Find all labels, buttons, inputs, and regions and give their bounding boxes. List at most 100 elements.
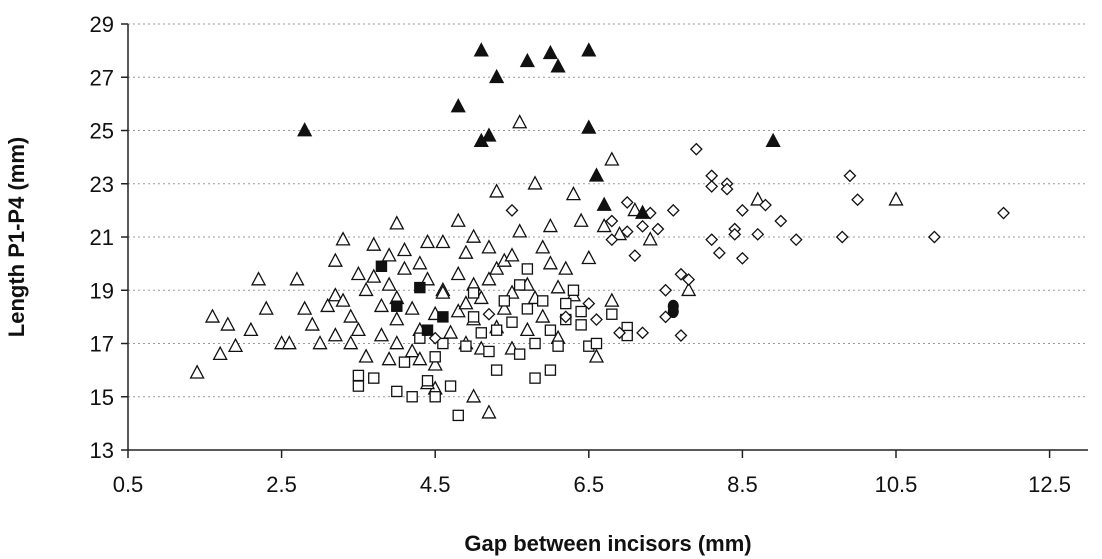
open-square-point (537, 295, 549, 307)
open-triangle-point (466, 388, 482, 403)
open-triangle-point (243, 321, 259, 337)
open-triangle-point (481, 239, 497, 254)
open-diamond-point (613, 326, 626, 340)
open-square-point (452, 409, 464, 422)
open-triangle-point (212, 345, 228, 361)
open-square-point (544, 324, 557, 336)
open-diamond-point (712, 246, 726, 260)
open-triangle-point (504, 284, 520, 299)
open-triangle-point (312, 335, 328, 350)
open-square-point (352, 369, 365, 382)
open-diamond-point (674, 329, 688, 342)
open-square-point (398, 356, 411, 368)
open-triangle-point (419, 233, 436, 249)
open-diamond-point (605, 214, 619, 228)
x-tick-labels: 0.5 2.5 4.5 6.5 8.5 10.5 12.5 (113, 472, 1071, 497)
open-square-point (552, 340, 564, 352)
open-triangle-point (343, 335, 359, 350)
y-tick-label: 29 (90, 12, 114, 37)
open-triangle-point (281, 335, 297, 350)
open-diamond-point (659, 283, 673, 297)
open-square-point (429, 391, 441, 403)
open-triangle-point (588, 348, 605, 363)
x-tick-label: 10.5 (875, 472, 918, 497)
open-triangle-point (335, 292, 351, 307)
open-triangle-point (320, 297, 336, 313)
open-triangle-point (458, 244, 474, 259)
open-triangle-point (450, 265, 466, 281)
x-axis-title: Gap between incisors (mm) (464, 531, 751, 556)
open-triangle-point (327, 252, 343, 267)
open-triangle-point (204, 308, 221, 323)
open-triangle-point (458, 295, 474, 310)
open-square-point (513, 348, 526, 360)
open-diamond-point (620, 225, 634, 239)
open-diamond-point (559, 310, 573, 324)
open-triangle-point (550, 279, 566, 294)
open-triangle-point (327, 327, 343, 342)
open-triangle-point (373, 327, 390, 342)
open-triangle-point (481, 404, 497, 419)
open-triangle-point (220, 316, 236, 331)
open-diamond-point (620, 195, 634, 209)
filled-square-point (414, 281, 426, 294)
filled-triangle-point (481, 127, 497, 142)
open-triangle-point (358, 281, 374, 297)
open-square-point (606, 308, 618, 320)
open-triangle-point (504, 247, 520, 262)
open-triangle-point (389, 311, 405, 326)
open-triangle-point (297, 300, 313, 315)
open-square-point (590, 337, 603, 350)
open-square-point (490, 364, 503, 376)
open-diamond-point (705, 169, 719, 183)
open-diamond-point (774, 214, 788, 228)
open-diamond-point (590, 313, 603, 326)
open-triangle-point (642, 231, 658, 246)
open-diamond-point (705, 179, 719, 193)
open-diamond-point (720, 182, 734, 196)
y-tick-labels: 13 15 17 19 21 23 25 27 29 (90, 12, 114, 463)
tick-marks (121, 23, 1051, 458)
filled-square-point (421, 324, 434, 336)
filled-triangle-point (588, 167, 605, 182)
open-triangle-point (412, 351, 428, 366)
open-triangle-point (596, 217, 612, 233)
filled-triangle-point (489, 68, 505, 84)
open-triangle-point (435, 284, 451, 299)
open-triangle-point (427, 356, 443, 371)
x-tick-label: 12.5 (1028, 472, 1071, 497)
filled-triangle-point (581, 42, 597, 57)
open-diamond-point (789, 233, 803, 247)
open-triangle-point (366, 268, 382, 283)
open-triangle-point (604, 151, 620, 166)
open-triangle-point (535, 308, 551, 323)
open-diamond-point (758, 198, 772, 212)
open-square-point (475, 327, 487, 339)
open-square-point (437, 337, 449, 350)
open-square-point (421, 375, 434, 387)
open-diamond-point (835, 230, 849, 244)
data-points (189, 42, 1010, 422)
open-diamond-point (636, 326, 650, 340)
open-triangle-point (450, 303, 466, 318)
open-square-point (429, 351, 441, 363)
open-square-point (575, 305, 587, 318)
open-square-point (467, 287, 480, 299)
open-triangle-point (404, 343, 420, 358)
open-square-point (467, 311, 480, 323)
open-square-point (498, 295, 511, 307)
open-diamond-point (582, 297, 596, 311)
open-triangle-point (542, 255, 558, 270)
open-diamond-point (751, 227, 765, 241)
x-tick-label: 2.5 (266, 472, 297, 497)
open-triangle-point (573, 212, 589, 227)
open-triangle-point (227, 337, 244, 353)
open-triangle-point (450, 212, 466, 227)
open-triangle-point (681, 281, 697, 297)
open-triangle-point (358, 348, 374, 363)
y-tick-label: 13 (90, 438, 114, 463)
open-triangle-point (381, 351, 397, 366)
y-tick-label: 17 (90, 332, 114, 357)
open-triangle-point (189, 364, 205, 379)
